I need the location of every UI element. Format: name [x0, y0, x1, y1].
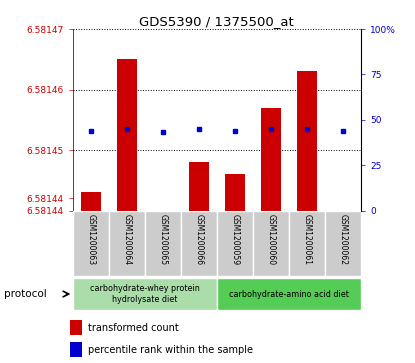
Text: GSM1200063: GSM1200063 [86, 214, 95, 265]
Bar [217, 211, 253, 276]
Text: GSM1200064: GSM1200064 [122, 214, 131, 265]
Bar [73, 278, 217, 310]
Bar [289, 211, 325, 276]
Text: transformed count: transformed count [88, 323, 179, 333]
Text: protocol: protocol [4, 289, 47, 299]
Text: percentile rank within the sample: percentile rank within the sample [88, 345, 253, 355]
Bar [145, 211, 181, 276]
Text: carbohydrate-amino acid diet: carbohydrate-amino acid diet [229, 290, 349, 298]
Bar [70, 320, 82, 335]
Bar [81, 192, 100, 211]
Bar [253, 211, 289, 276]
Bar [325, 211, 361, 276]
Text: GSM1200062: GSM1200062 [339, 214, 347, 265]
Bar [109, 211, 145, 276]
Title: GDS5390 / 1375500_at: GDS5390 / 1375500_at [139, 15, 294, 28]
Text: GSM1200059: GSM1200059 [230, 214, 239, 265]
Bar [153, 211, 173, 223]
Text: GSM1200060: GSM1200060 [266, 214, 276, 265]
Text: GSM1200065: GSM1200065 [158, 214, 167, 265]
Text: GSM1200066: GSM1200066 [194, 214, 203, 265]
Bar [70, 342, 82, 357]
Text: GSM1200061: GSM1200061 [303, 214, 312, 265]
Bar [225, 174, 245, 211]
Text: carbohydrate-whey protein
hydrolysate diet: carbohydrate-whey protein hydrolysate di… [90, 284, 200, 304]
Bar [217, 278, 361, 310]
Bar [117, 59, 137, 211]
Bar [189, 162, 209, 211]
Bar [297, 72, 317, 211]
Bar [181, 211, 217, 276]
Bar [73, 211, 109, 276]
Bar [333, 211, 353, 229]
Bar [261, 108, 281, 211]
